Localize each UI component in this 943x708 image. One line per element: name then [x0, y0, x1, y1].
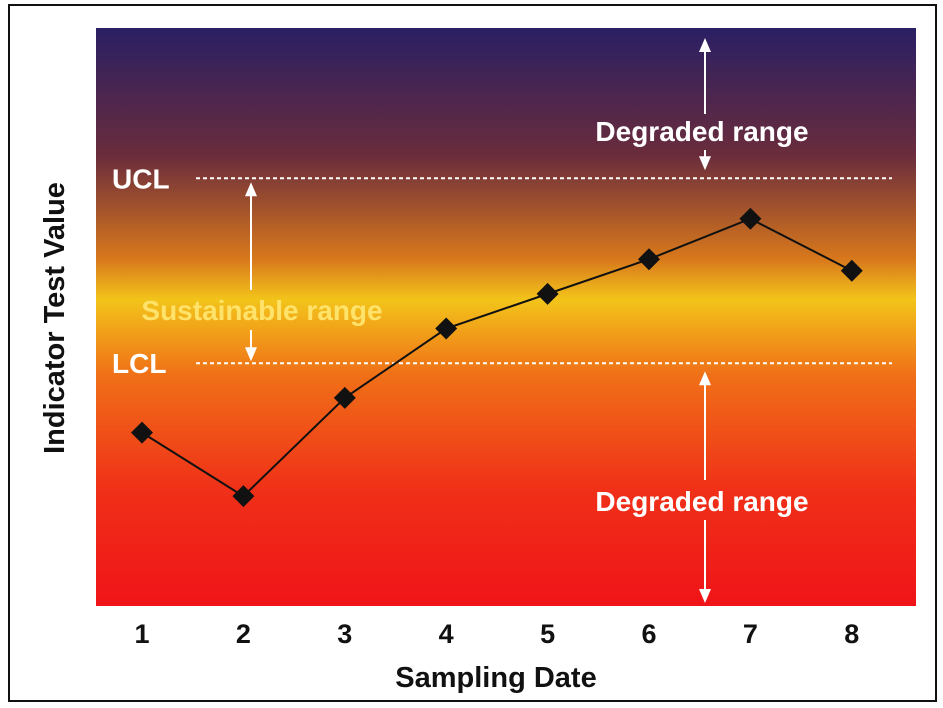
middle-arrow-top [245, 182, 257, 290]
lcl-label: LCL [112, 348, 166, 379]
data-point-marker [840, 259, 863, 282]
data-point-marker [333, 386, 356, 409]
x-tick-label: 4 [439, 619, 454, 649]
lower-arrow-bottom [699, 520, 711, 603]
upper-degraded-range-label: Degraded range [595, 116, 808, 147]
x-tick-label: 6 [641, 619, 656, 649]
ucl-label: UCL [112, 163, 170, 194]
upper-arrow-top [699, 38, 711, 114]
plot-background [96, 28, 916, 606]
x-axis-title: Sampling Date [395, 662, 596, 694]
lower-arrow-top [699, 371, 711, 480]
series-line [141, 217, 853, 498]
series-markers [131, 207, 863, 508]
x-tick-label: 3 [337, 619, 352, 649]
range-arrows [245, 38, 711, 603]
y-axis-title: Indicator Test Value [39, 182, 71, 454]
x-tick-labels: 1 2 3 4 5 6 7 8 [134, 619, 859, 649]
x-tick-label: 7 [743, 619, 758, 649]
x-tick-label: 5 [540, 619, 555, 649]
data-point-marker [739, 207, 762, 230]
sustainable-range-label: Sustainable range [141, 295, 382, 326]
data-point-marker [131, 421, 153, 444]
lower-degraded-range-label: Degraded range [595, 486, 808, 517]
data-point-marker [536, 282, 559, 305]
middle-arrow-bottom [245, 330, 257, 362]
data-point-marker [638, 248, 660, 271]
data-point-marker [232, 485, 255, 508]
data-point-marker [435, 317, 458, 340]
x-tick-label: 2 [236, 619, 251, 649]
upper-arrow-bottom [699, 150, 711, 171]
x-tick-label: 1 [134, 619, 149, 649]
x-tick-label: 8 [844, 619, 859, 649]
